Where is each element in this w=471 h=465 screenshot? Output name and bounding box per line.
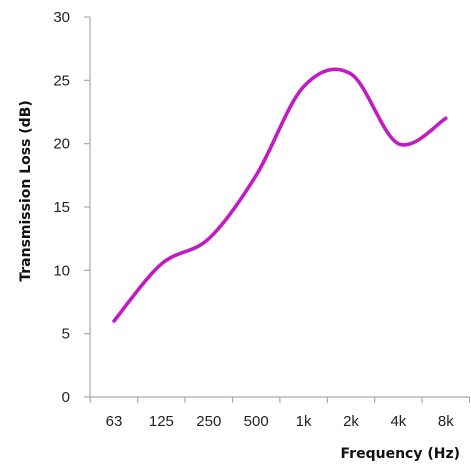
x-tick-label: 8k <box>438 413 454 430</box>
x-tick-label: 63 <box>106 413 123 430</box>
series-layer <box>112 67 448 323</box>
x-tick-label: 4k <box>390 413 406 430</box>
x-tick-label: 500 <box>244 413 269 430</box>
y-axis-title: Transmission Loss (dB) <box>18 100 34 282</box>
x-axis-title: Frequency (Hz) <box>341 446 460 462</box>
y-tick-label: 15 <box>53 199 70 216</box>
x-axis-ticks: 63 125 250 500 1k 2k 4k 8k <box>89 397 471 430</box>
x-tick-label: 1k <box>296 413 312 430</box>
x-tick-label: 250 <box>196 413 221 430</box>
y-tick-label: 25 <box>53 72 70 89</box>
y-axis-ticks: 0 5 10 15 20 25 30 <box>53 9 90 406</box>
y-tick-label: 5 <box>62 326 70 343</box>
y-tick-label: 20 <box>53 136 70 153</box>
y-tick-label: 10 <box>53 262 70 279</box>
y-tick-label: 30 <box>53 9 70 26</box>
series-line <box>112 67 448 323</box>
x-tick-label: 125 <box>149 413 174 430</box>
x-tick-label: 2k <box>343 413 359 430</box>
y-tick-label: 0 <box>62 389 70 406</box>
